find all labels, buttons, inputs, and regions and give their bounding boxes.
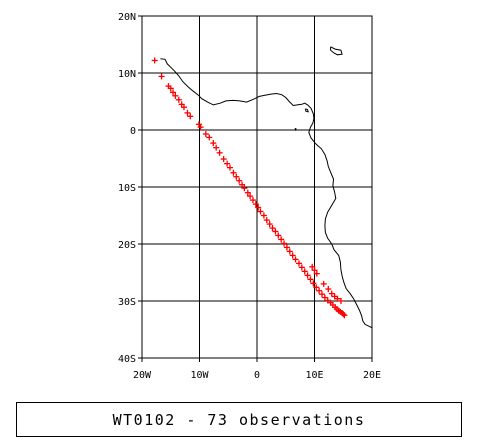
observation-marker xyxy=(292,256,299,263)
observation-marker xyxy=(272,228,279,235)
observation-marker xyxy=(180,104,187,111)
observation-marker xyxy=(304,272,311,279)
observation-marker xyxy=(210,140,217,147)
observation-marker xyxy=(321,294,328,301)
observation-marker xyxy=(260,212,267,219)
observation-marker xyxy=(301,268,308,275)
lon-tick-label: 20W xyxy=(133,370,152,381)
observation-marker xyxy=(233,173,240,180)
observation-marker xyxy=(151,57,158,64)
observation-marker xyxy=(172,92,179,99)
observation-marker xyxy=(278,236,285,243)
observation-marker xyxy=(295,260,302,267)
map-figure: 20W 10W 0 10E 20E 20N 10N 0 10S 20S 30S 40S xyxy=(118,12,381,381)
lon-tick-label: 0 xyxy=(254,370,260,381)
caption-text: WT0102 - 73 observations xyxy=(112,410,366,429)
observation-markers xyxy=(151,57,348,319)
observation-marker xyxy=(298,264,305,271)
observation-marker xyxy=(275,232,282,239)
caption-box: WT0102 - 73 observations xyxy=(16,402,462,437)
observation-marker xyxy=(257,208,264,215)
observation-marker xyxy=(216,149,223,156)
observation-marker xyxy=(328,290,335,297)
observation-marker xyxy=(167,85,174,92)
observation-marker xyxy=(311,267,318,274)
lat-tick-label: 0 xyxy=(130,126,136,137)
axis-labels: 20W 10W 0 10E 20E 20N 10N 0 10S 20S 30S 40S xyxy=(118,12,381,381)
observation-marker xyxy=(269,225,276,232)
observation-marker xyxy=(286,248,293,255)
observation-marker xyxy=(213,144,220,151)
observation-marker xyxy=(337,298,344,304)
observation-marker xyxy=(318,291,325,298)
observation-marker xyxy=(184,109,191,116)
observation-marker xyxy=(340,311,347,318)
lat-tick-label: 20N xyxy=(118,12,136,23)
observation-marker xyxy=(307,276,314,283)
observation-marker xyxy=(313,270,320,277)
axis-ticks xyxy=(138,15,373,362)
observation-marker xyxy=(249,197,256,204)
observation-marker xyxy=(206,134,213,141)
observation-marker xyxy=(313,284,320,291)
island-outline xyxy=(304,108,309,113)
observation-marker xyxy=(320,280,327,287)
observation-marker xyxy=(187,113,194,120)
observation-marker xyxy=(325,286,332,293)
observation-marker xyxy=(334,295,341,302)
lat-tick-label: 20S xyxy=(118,240,136,251)
observation-marker xyxy=(255,204,262,211)
observation-marker xyxy=(341,312,348,319)
observation-marker xyxy=(252,201,259,208)
observation-marker xyxy=(202,130,209,137)
observation-marker xyxy=(220,156,227,163)
observation-marker xyxy=(226,164,233,171)
observation-marker xyxy=(236,177,243,184)
observation-marker xyxy=(230,169,237,176)
observation-marker xyxy=(289,252,296,259)
observation-marker xyxy=(309,263,316,270)
observation-marker xyxy=(170,89,177,96)
observation-marker xyxy=(224,160,231,167)
observation-marker xyxy=(266,221,273,228)
observation-marker xyxy=(263,217,270,224)
lat-tick-label: 40S xyxy=(118,354,136,365)
observation-marker xyxy=(310,280,317,287)
observation-marker xyxy=(316,287,323,294)
island-outline xyxy=(294,127,297,132)
coastline xyxy=(160,46,373,329)
observation-marker xyxy=(175,96,182,103)
africa-coastline xyxy=(160,58,373,329)
lon-tick-label: 10E xyxy=(305,370,323,381)
observation-marker xyxy=(281,240,288,247)
observation-marker xyxy=(283,244,290,251)
observation-marker xyxy=(158,73,165,80)
observation-marker xyxy=(247,193,254,200)
lat-tick-label: 10S xyxy=(118,183,136,194)
lat-tick-label: 10N xyxy=(118,69,136,80)
lat-tick-label: 30S xyxy=(118,297,136,308)
observation-marker xyxy=(241,185,248,192)
lon-tick-label: 10W xyxy=(190,370,209,381)
island-outline xyxy=(330,46,343,56)
observation-marker xyxy=(197,124,204,131)
observation-marker xyxy=(239,181,246,188)
observation-marker xyxy=(244,189,251,196)
map-grid xyxy=(142,16,372,358)
lon-tick-label: 20E xyxy=(363,370,381,381)
